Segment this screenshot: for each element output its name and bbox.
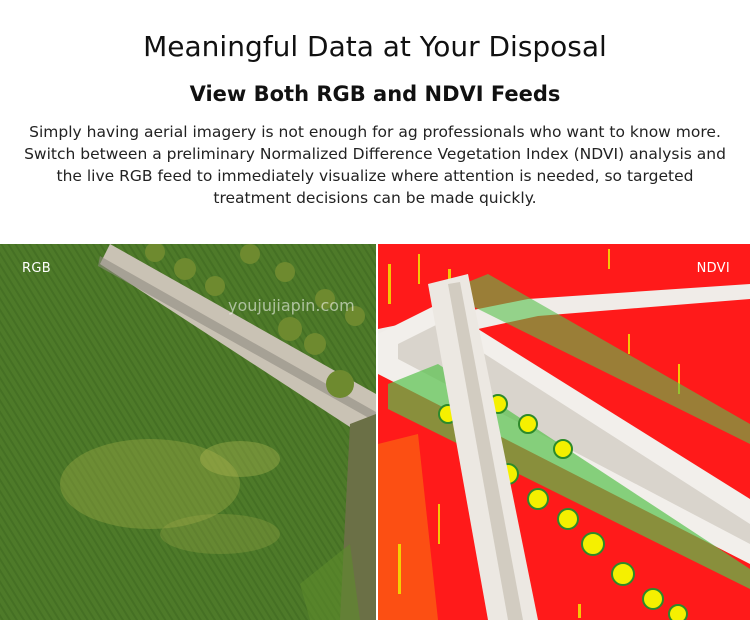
panel-divider [376,244,378,620]
description-text: Simply having aerial imagery is not enou… [24,123,726,207]
page-title: Meaningful Data at Your Disposal [143,30,607,63]
ndvi-label: NDVI [696,261,730,276]
rgb-label: RGB [22,261,51,276]
rgb-image-panel: RGB [0,244,376,620]
comparison-panels: RGB [0,244,750,620]
watermark-text: youjujiapin.com [228,296,355,315]
ndvi-aerial-image [378,244,750,620]
rgb-aerial-image [0,244,376,620]
page-subtitle: View Both RGB and NDVI Feeds [189,82,561,106]
ndvi-image-panel: NDVI [378,244,750,620]
